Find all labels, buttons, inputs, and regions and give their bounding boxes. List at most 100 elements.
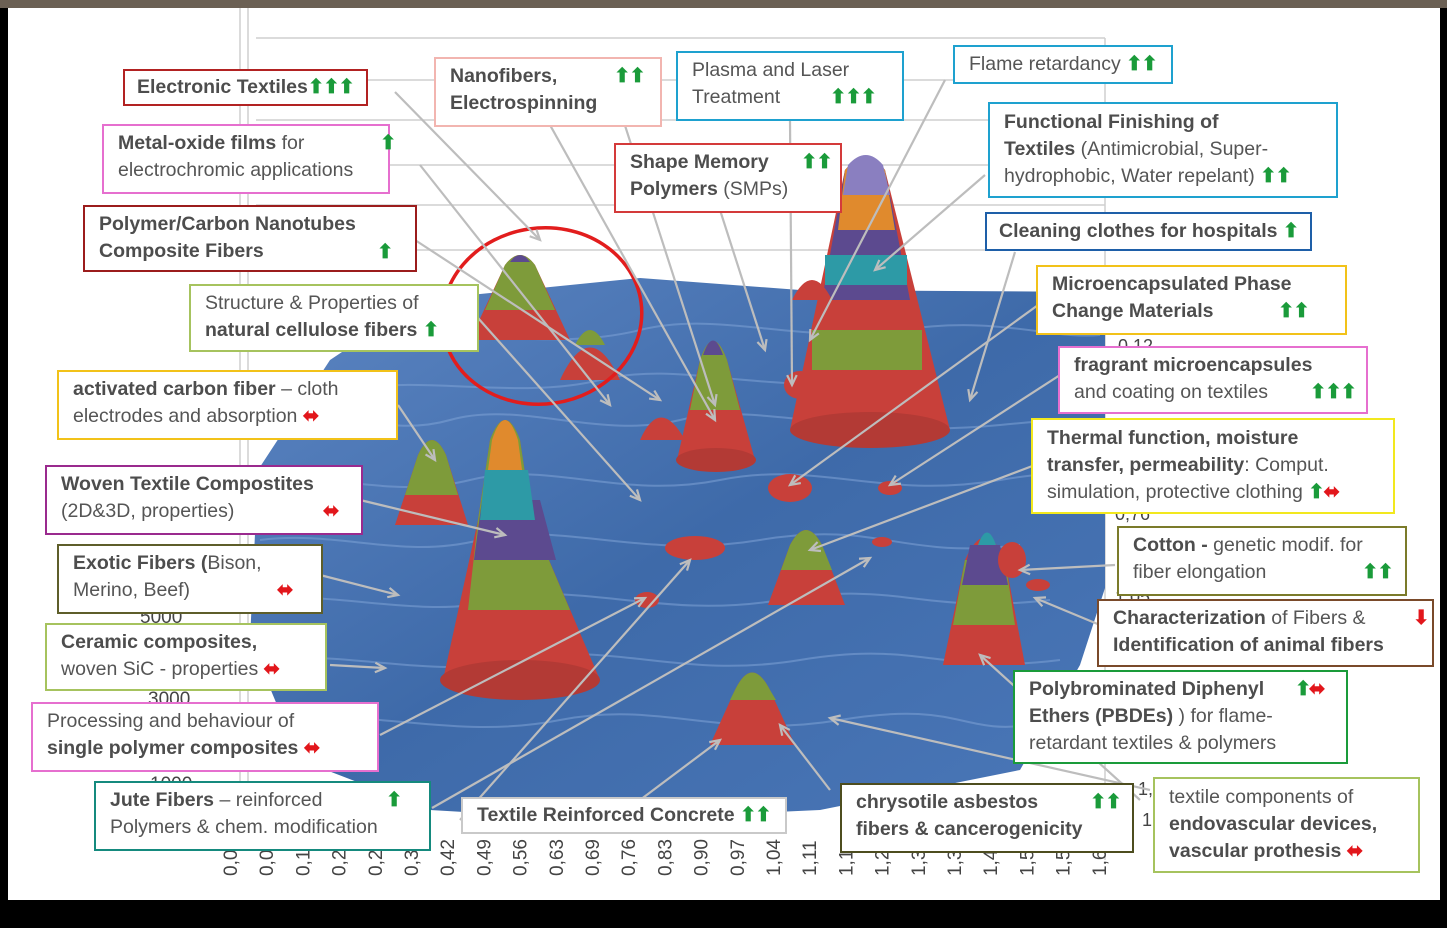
bottom-bar — [0, 900, 1447, 928]
arrowhead — [629, 489, 642, 502]
label-functional-finishing: Functional Finishing of Textiles (Antimi… — [988, 102, 1338, 198]
arrowhead — [648, 390, 663, 402]
connector-line — [459, 559, 691, 821]
connector-line — [431, 557, 871, 809]
x-tick-label: 1,5 — [1017, 850, 1038, 876]
x-tick-label: 0,42 — [438, 839, 459, 876]
x-tick-label: 0,76 — [619, 839, 640, 876]
arrowhead — [1032, 596, 1047, 607]
label-thermal-function: Thermal function, moisture transfer, per… — [1031, 418, 1395, 514]
connector-line — [414, 239, 661, 401]
peak-left-circled — [470, 255, 620, 380]
arrowhead — [967, 388, 979, 403]
label-ceramic: Ceramic composites, woven SiC - properti… — [45, 623, 327, 691]
x-tick-label: 1,3 — [945, 850, 966, 876]
x-tick-label: 0,0 — [257, 850, 278, 876]
top-strip — [0, 0, 1447, 8]
peak-small-center-left — [640, 417, 685, 440]
label-single-polymer: Processing and behaviour of single polym… — [31, 702, 379, 772]
label-woven-textile: Woven Textile Compostites (2D&3D, proper… — [45, 465, 363, 535]
arrowhead — [424, 448, 437, 463]
x-tick-label: 1,6 — [1090, 850, 1111, 876]
label-shape-memory: Shape Memory ⬆⬆ Polymers (SMPs) — [614, 143, 842, 213]
connector-line — [394, 91, 541, 241]
label-activated-carbon: activated carbon fiber – cloth electrode… — [57, 370, 398, 440]
connector-line — [1034, 596, 1101, 627]
label-nanofibers: Nanofibers, ⬆⬆ Electrospinning — [434, 57, 662, 127]
x-tick-label: 0,1 — [293, 850, 314, 876]
label-plasma-laser: Plasma and Laser Treatment ⬆⬆⬆ — [676, 51, 904, 121]
arrowhead — [529, 229, 542, 242]
x-tick-label: 0,83 — [655, 839, 676, 876]
x-tick-label: 0,90 — [692, 839, 713, 876]
x-axis-tick-labels: 0,0 0,0 0,1 0,2 0,2 0,3 0,42 0,49 0,56 0,63 0,69 0,… — [221, 839, 1111, 876]
x-tick-label: 0,0 — [221, 850, 242, 876]
arrowhead — [858, 556, 873, 568]
peak-center-mid — [768, 530, 845, 605]
connector-line — [419, 164, 611, 406]
label-polymer-carbon: Polymer/Carbon Nanotubes Composite Fiber… — [83, 205, 417, 272]
x-tick-label: 0,69 — [583, 839, 604, 876]
connector-line — [718, 209, 767, 351]
x-tick-label: 1,2 — [873, 850, 894, 876]
label-characterization: Characterization of Fibers & ⬇ Identifica… — [1097, 599, 1434, 667]
label-exotic-fibers: Exotic Fibers (Bison, Merino, Beef) ⬌ — [57, 544, 323, 614]
label-cleaning-clothes: Cleaning clothes for hospitals ⬆ — [985, 212, 1313, 251]
x-tick-label: 0,2 — [366, 850, 387, 876]
label-textile-components: textile components of endovascular devic… — [1153, 777, 1420, 873]
label-natural-cellulose: Structure & Properties of natural cellul… — [189, 284, 479, 352]
x-tick-label: 1,5 — [1054, 850, 1075, 876]
x-tick-label: 1,3 — [909, 850, 930, 876]
x-tick-label: 0,97 — [728, 839, 749, 876]
connector-line — [889, 374, 1061, 486]
arrowhead — [494, 527, 508, 539]
peak-bottom-center — [710, 672, 795, 745]
arrowhead — [386, 587, 401, 599]
connector-line — [809, 79, 946, 341]
arrowhead — [1017, 563, 1031, 576]
label-fragrant-microcapsules: fragrant microencapsules and coating on … — [1058, 346, 1368, 414]
connector-line — [829, 716, 1151, 792]
arrowhead — [705, 408, 717, 423]
arrowhead — [807, 541, 822, 553]
x-tick-label: 1,11 — [800, 840, 821, 876]
peak-small-right-back — [792, 280, 832, 300]
arrowhead — [787, 474, 802, 487]
connector-line — [379, 597, 646, 736]
arrowhead — [374, 661, 388, 674]
label-jute-fibers: Jute Fibers – reinforced ⬆ Polymers & che… — [94, 781, 431, 851]
arrowhead — [873, 259, 886, 272]
connector-line — [639, 739, 721, 801]
arrowhead — [756, 338, 768, 353]
connector-line — [397, 404, 436, 461]
x-tick-label: 1,4 — [981, 849, 1002, 876]
label-chrysotile: chrysotile asbestos ⬆⬆ fibers & canceroge… — [840, 783, 1134, 853]
peak-large-left — [440, 420, 600, 700]
x-tick-label: 0,56 — [511, 839, 532, 876]
connector-line — [359, 498, 506, 537]
arrowhead — [786, 374, 798, 388]
arrowhead — [808, 328, 820, 343]
label-electronic-textiles: Electronic Textiles⬆⬆⬆ — [123, 69, 368, 106]
arrowhead — [778, 722, 791, 736]
connector-line — [319, 573, 399, 597]
x-tick-label: 0,3 — [402, 850, 423, 876]
peak-large-right — [790, 155, 950, 448]
label-pbde: Polybrominated Diphenyl ⬆ ⬌ Ethers (PBDEs)… — [1013, 670, 1348, 764]
arrowhead — [599, 394, 612, 407]
blobs — [635, 371, 1050, 608]
arrowhead — [887, 475, 902, 487]
arrowhead — [708, 738, 723, 751]
connector-line — [1019, 563, 1116, 572]
connector-line — [549, 124, 716, 421]
connector-line — [968, 251, 1017, 401]
arrowhead — [679, 558, 692, 571]
arrowhead — [978, 653, 991, 666]
label-cotton: Cotton - genetic modif. for fiber elonga… — [1117, 526, 1407, 596]
x-tick-label: 0,63 — [547, 839, 568, 876]
label-microencapsulated-pcm: Microencapsulated Phase Change Materials… — [1036, 265, 1347, 335]
connector-line — [809, 463, 1036, 552]
label-textile-concrete: Textile Reinforced Concrete ⬆⬆ — [461, 797, 787, 834]
arrowhead — [706, 393, 718, 408]
